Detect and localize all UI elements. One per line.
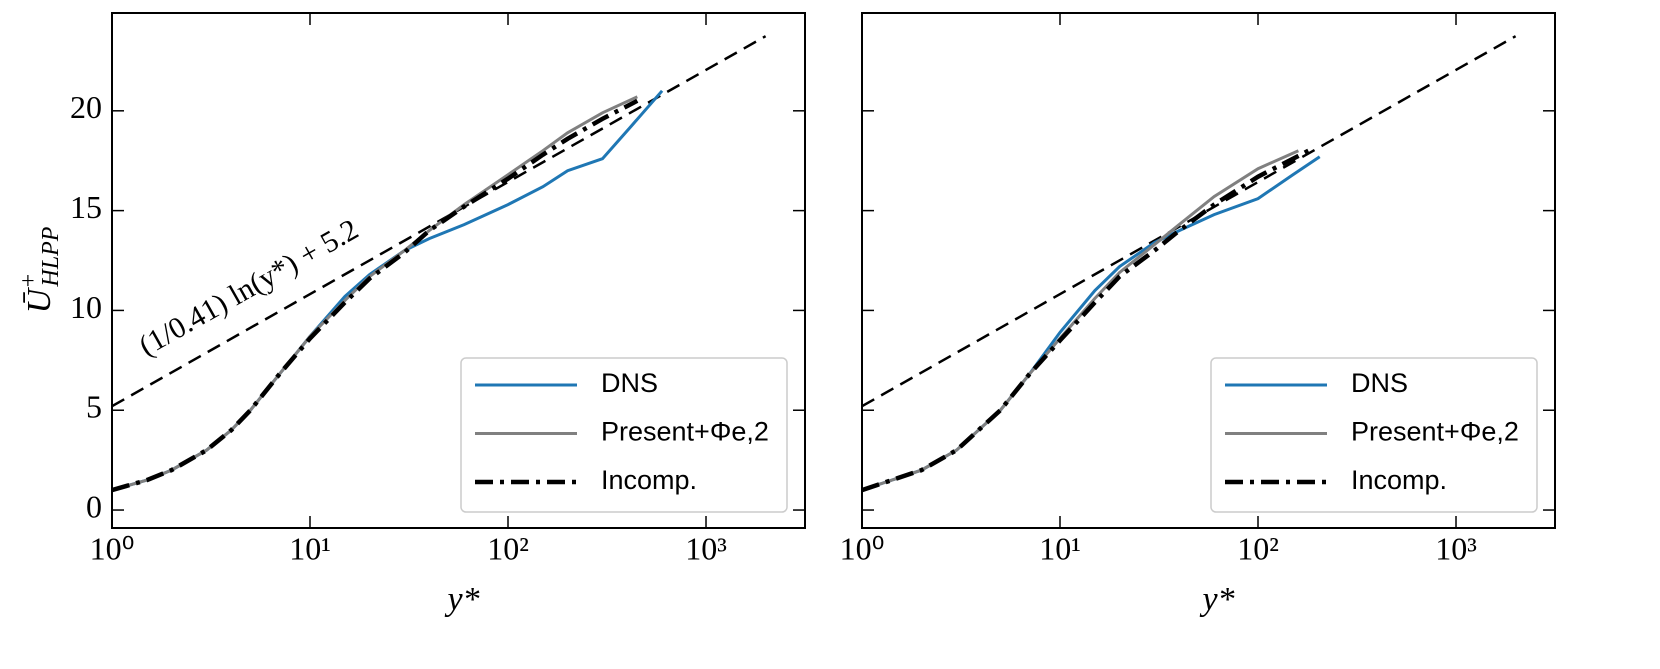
series-line <box>862 148 1310 493</box>
legend-label: Incomp. <box>1351 465 1447 495</box>
plot-area <box>112 35 767 493</box>
legend-box <box>460 357 788 513</box>
y-label-sup: + <box>16 273 42 289</box>
legend-label: DNS <box>1351 368 1408 398</box>
series-line <box>862 149 1300 492</box>
plot-frame <box>111 12 806 529</box>
plot-area <box>862 35 1517 493</box>
y-tick-label: 15 <box>70 189 102 225</box>
y-label-sub: HLPP <box>38 226 64 287</box>
x-tick-label: 10⁰ <box>90 530 135 566</box>
x-tick-label: 10¹ <box>289 530 331 566</box>
x-tick-label: 10¹ <box>1039 530 1081 566</box>
y-axis-label: Ū+HLPP <box>16 226 64 313</box>
legend-label: Incomp. <box>601 465 697 495</box>
y-tick-label: 5 <box>86 389 102 425</box>
plot-frame <box>861 12 1556 529</box>
y-tick-label: 20 <box>70 89 102 125</box>
y-tick-label: 0 <box>86 488 102 524</box>
x-tick-label: 10⁰ <box>840 530 885 566</box>
x-tick-label: 10³ <box>1435 530 1477 566</box>
legend-box <box>1210 357 1538 513</box>
x-axis-label: y* <box>1199 581 1234 618</box>
reference-line <box>862 35 1517 408</box>
x-tick-label: 10² <box>487 530 529 566</box>
reference-line <box>112 35 767 408</box>
y-tick-label: 10 <box>70 289 102 325</box>
legend-label: DNS <box>601 368 658 398</box>
panel: 10⁰ 10¹ 10² 10³ 0 5 10 15 20 y* Ū+HLPP (1/0.41) ln(… <box>16 12 806 618</box>
legend-label: Present+Φe,2 <box>601 417 769 447</box>
x-axis-label: y* <box>444 581 479 618</box>
x-tick-label: 10² <box>1237 530 1279 566</box>
annotation: (1/0.41) ln(y*) + 5.2 <box>134 213 364 363</box>
y-label-base: Ū <box>21 286 58 313</box>
legend-label: Present+Φe,2 <box>1351 417 1519 447</box>
panel: 10⁰ 10¹ 10² 10³ y* DNS Present+Φe,2 Incomp. <box>840 12 1556 618</box>
x-tick-label: 10³ <box>685 530 727 566</box>
